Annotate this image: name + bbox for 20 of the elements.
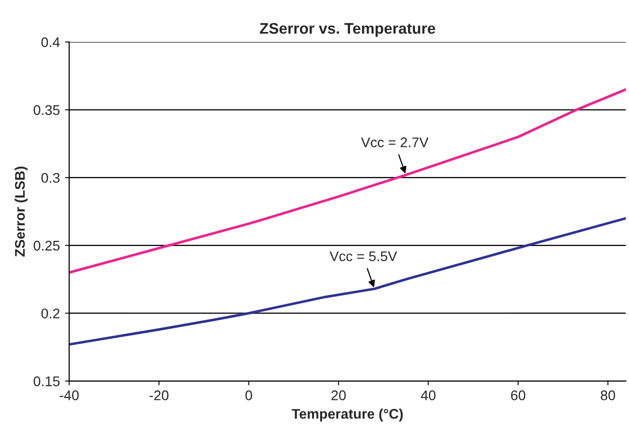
y-axis-title: ZSerror (LSB) <box>14 166 28 257</box>
x-tick-label: 20 <box>332 390 346 400</box>
x-tick-label: 60 <box>511 390 526 400</box>
line-series <box>69 217 626 346</box>
x-tick-label: -20 <box>150 390 168 400</box>
y-tick-label: 0.25 <box>34 240 60 251</box>
series-label: Vcc = 5.5V <box>330 251 398 262</box>
line-series <box>69 88 626 274</box>
chart-title: ZSerror vs. Temperature <box>260 23 436 37</box>
y-tick-label: 0.2 <box>41 308 60 318</box>
y-tick-label: 0.35 <box>34 105 60 115</box>
x-axis-title: Temperature (°C) <box>292 408 403 422</box>
x-tick-label: 40 <box>420 390 436 400</box>
y-tick-label: 0.4 <box>41 37 60 48</box>
series-label: Vcc = 2.7V <box>361 137 428 148</box>
y-tick-label: 0.15 <box>34 376 60 386</box>
x-tick-label: 80 <box>600 390 616 400</box>
x-tick-label: 0 <box>245 390 252 400</box>
x-tick-label: -40 <box>60 390 79 400</box>
y-tick-label: 0.3 <box>41 172 60 183</box>
